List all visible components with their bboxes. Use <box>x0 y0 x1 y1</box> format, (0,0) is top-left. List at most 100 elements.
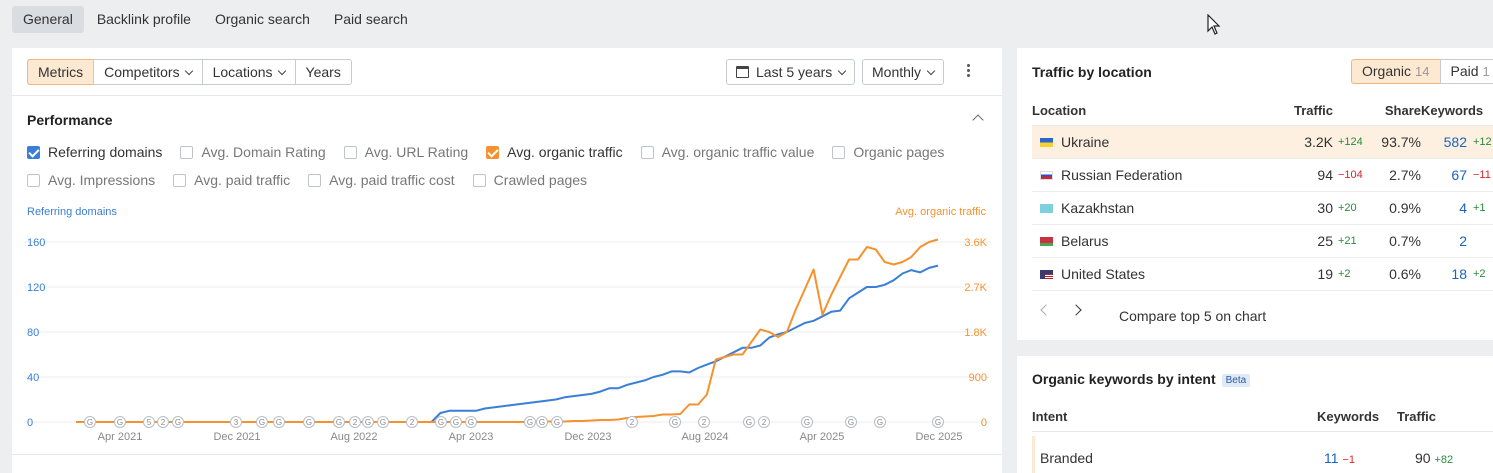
annotation-marker-label: 5 <box>147 418 152 427</box>
checkbox-crawled-pages[interactable]: Crawled pages <box>472 172 587 188</box>
y-right-tick-label: 900 <box>969 372 987 384</box>
header-location: Location <box>1032 103 1087 118</box>
checkbox-avg-url-rating[interactable]: Avg. URL Rating <box>343 144 469 160</box>
annotation-marker <box>551 416 563 428</box>
top-nav: General Backlink profile Organic search … <box>12 6 419 33</box>
table-row: United States 19 +2 0.6% 18 +2 <box>1032 258 1493 291</box>
checkbox-label: Referring domains <box>48 144 163 160</box>
checkbox-box[interactable] <box>27 145 40 159</box>
header-traffic[interactable]: Traffic <box>1293 103 1333 118</box>
annotation-marker-label: G <box>306 418 312 427</box>
competitors-label: Competitors <box>104 64 180 80</box>
locations-dropdown[interactable]: Locations <box>201 59 296 85</box>
header-traffic[interactable]: Traffic <box>1397 409 1437 424</box>
years-button[interactable]: Years <box>294 59 352 85</box>
table-row: Kazakhstan 30 +20 0.9% 4 +1 <box>1032 192 1493 225</box>
checkbox-box[interactable] <box>472 173 486 187</box>
checkbox-box[interactable] <box>173 173 187 187</box>
checkbox-box[interactable] <box>343 145 357 159</box>
series-line <box>76 264 939 423</box>
period-label: Last 5 years <box>756 64 833 80</box>
toggle-paid[interactable]: Paid 1 <box>1439 59 1493 84</box>
keywords-value[interactable]: 67 <box>1451 167 1467 183</box>
toggle-organic[interactable]: Organic 14 <box>1351 59 1441 84</box>
interval-dropdown-wrap: Monthly <box>862 59 945 85</box>
annotation-marker-label: G <box>87 418 93 427</box>
traffic-by-location-panel: Traffic by location Organic 14 Paid 1 Loca… <box>1017 48 1493 340</box>
traffic-value: 30 <box>1317 200 1333 216</box>
intent-name: Branded <box>1040 449 1093 466</box>
beta-badge: Beta <box>1221 374 1251 387</box>
header-keywords[interactable]: Keywords <box>1421 103 1484 118</box>
annotation-marker-label: G <box>259 418 265 427</box>
checkbox-referring-domains[interactable]: Referring domains <box>27 144 162 160</box>
performance-chart[interactable]: 0 0 40 900 80 1.8K 120 2.7K 160 3.6K Apr 2021 Dec 2… <box>12 218 1002 448</box>
mouse-cursor-icon <box>1207 14 1221 35</box>
annotation-marker <box>698 416 710 428</box>
tab-organic-search[interactable]: Organic search <box>214 11 310 27</box>
annotation-marker <box>273 416 285 428</box>
compare-link[interactable]: Compare top 5 on chart <box>1119 308 1267 324</box>
location-name: Belarus <box>1061 233 1109 249</box>
checkbox-box[interactable] <box>27 173 40 187</box>
annotation-marker <box>743 416 755 428</box>
annotation-marker <box>230 416 242 428</box>
checkbox-avg-organic-traffic-value[interactable]: Avg. organic traffic value <box>640 144 815 160</box>
location-rows: Ukraine 3.2K +124 93.7% 582 +12 Russian Federa… <box>1032 126 1493 291</box>
more-options-icon[interactable] <box>967 64 971 79</box>
annotation-marker-label: 2 <box>630 418 635 427</box>
table-row: Branded 11 −1 90 +82 <box>1032 432 1493 473</box>
metrics-button[interactable]: Metrics <box>27 59 95 85</box>
annotation-marker <box>333 416 345 428</box>
x-tick-label: Apr 2025 <box>800 431 845 443</box>
metrics-toolbar: Metrics Competitors Locations Years <box>27 59 352 85</box>
competitors-dropdown[interactable]: Competitors <box>93 59 203 85</box>
header-share[interactable]: Share <box>1384 103 1421 118</box>
y-right-tick-label: 0 <box>981 417 987 429</box>
annotation-marker-label: G <box>804 418 810 427</box>
header-keywords[interactable]: Keywords <box>1317 409 1380 424</box>
interval-label: Monthly <box>872 64 922 80</box>
divider <box>12 454 1002 455</box>
checkbox-box[interactable] <box>832 145 846 159</box>
checkbox-avg-domain-rating[interactable]: Avg. Domain Rating <box>180 144 326 160</box>
annotation-marker-label: G <box>276 418 282 427</box>
intent-color-bar <box>1032 436 1035 473</box>
intent-keywords[interactable]: 11 <box>1324 449 1339 466</box>
keywords-value[interactable]: 582 <box>1443 134 1467 150</box>
x-tick-label: Apr 2023 <box>449 431 494 443</box>
keywords-value[interactable]: 4 <box>1459 200 1467 216</box>
checkbox-avg-organic-traffic[interactable]: Avg. organic traffic <box>486 144 623 160</box>
collapse-icon[interactable] <box>972 114 984 126</box>
keywords-value[interactable]: 2 <box>1459 233 1467 249</box>
performance-panel: Metrics Competitors Locations Years Last… <box>12 48 1002 473</box>
annotation-marker-label: G <box>554 418 560 427</box>
checkbox-box[interactable] <box>308 173 322 187</box>
share-value: 93.7% <box>1381 134 1421 150</box>
checkbox-organic-pages[interactable]: Organic pages <box>832 144 944 160</box>
keywords-value[interactable]: 18 <box>1451 266 1467 282</box>
interval-dropdown[interactable]: Monthly <box>862 59 945 85</box>
checkbox-label: Avg. URL Rating <box>364 144 469 160</box>
next-arrow-icon[interactable] <box>1070 304 1082 316</box>
tab-backlink-profile[interactable]: Backlink profile <box>96 11 191 27</box>
checkbox-box[interactable] <box>486 145 500 159</box>
annotation-marker <box>114 416 126 428</box>
prev-arrow-icon[interactable] <box>1040 304 1052 316</box>
checkbox-box[interactable] <box>180 145 194 159</box>
checkbox-avg-impressions[interactable]: Avg. Impressions <box>27 172 155 188</box>
checkbox-avg-paid-traffic-cost[interactable]: Avg. paid traffic cost <box>308 172 455 188</box>
tab-paid-search[interactable]: Paid search <box>333 11 408 27</box>
traffic-by-location-title: Traffic by location <box>1032 64 1152 80</box>
checkbox-box[interactable] <box>640 145 654 159</box>
period-dropdown[interactable]: Last 5 years <box>726 59 856 85</box>
annotation-marker <box>758 416 770 428</box>
metric-checkboxes-row1: Referring domains Avg. Domain Rating Avg… <box>27 144 962 160</box>
share-value: 0.7% <box>1389 233 1421 249</box>
checkbox-label: Avg. organic traffic value <box>661 144 815 160</box>
tab-general[interactable]: General <box>12 6 84 33</box>
checkbox-label: Organic pages <box>853 144 945 160</box>
location-name: Kazakhstan <box>1061 200 1135 216</box>
x-tick-label: Dec 2021 <box>213 431 260 443</box>
checkbox-avg-paid-traffic[interactable]: Avg. paid traffic <box>173 172 290 188</box>
